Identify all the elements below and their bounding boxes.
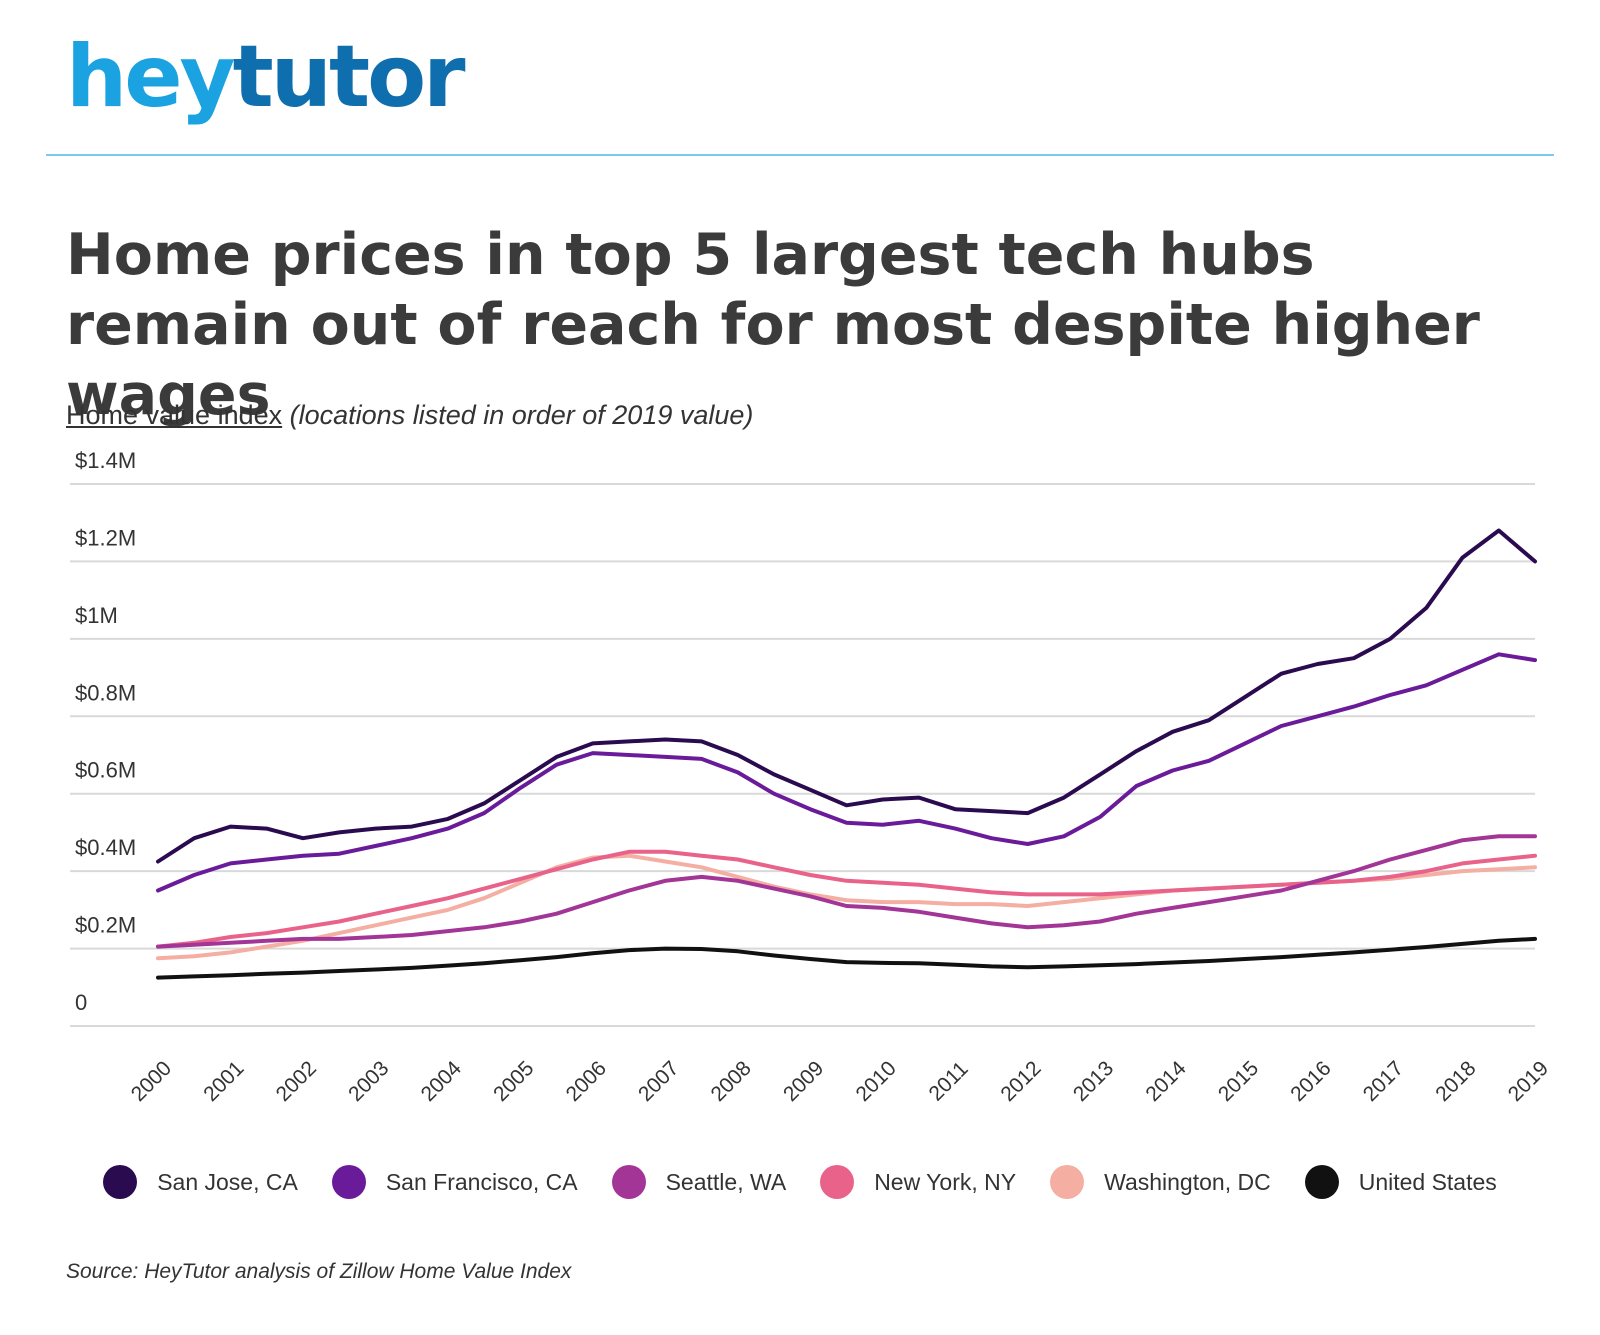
x-tick-label: 2018 — [1431, 1057, 1480, 1106]
legend-item: New York, NY — [820, 1165, 1016, 1199]
chart-subtitle: Home value index (locations listed in or… — [66, 400, 753, 431]
series-line — [156, 528, 1537, 864]
x-tick-label: 2012 — [996, 1057, 1045, 1106]
legend-label: New York, NY — [874, 1168, 1017, 1195]
series-line — [156, 652, 1537, 893]
y-tick-label: $0.4M — [75, 835, 136, 860]
x-tick-label: 2017 — [1359, 1057, 1408, 1106]
legend-label: Seattle, WA — [665, 1168, 787, 1195]
x-tick-label: 2000 — [127, 1057, 176, 1106]
y-tick-label: $0.6M — [75, 758, 136, 783]
legend-item: San Jose, CA — [103, 1165, 298, 1199]
legend-item: Seattle, WA — [611, 1165, 787, 1199]
subtitle-main: Home value index — [66, 400, 283, 430]
series-line — [156, 834, 1537, 949]
x-tick-label: 2008 — [707, 1057, 756, 1106]
x-axis-labels: 2000 2001 2002 2003 2004 2005 2006 2007 2008 2009… — [127, 1057, 1553, 1107]
subtitle-note: (locations listed in order of 2019 value… — [289, 400, 754, 430]
header-divider — [46, 154, 1554, 156]
legend-swatch — [103, 1165, 138, 1199]
gridlines — [70, 483, 1535, 1027]
legend-label: San Jose, CA — [157, 1168, 298, 1195]
legend-swatch — [1304, 1165, 1339, 1199]
y-tick-label: 0 — [75, 990, 87, 1015]
legend-item: United States — [1304, 1165, 1497, 1199]
y-tick-label: $1.4M — [75, 448, 136, 473]
logo-tutor: tutor — [232, 27, 466, 127]
x-tick-label: 2011 — [925, 1057, 973, 1105]
x-tick-label: 2005 — [489, 1057, 538, 1106]
legend-label: Washington, DC — [1104, 1168, 1271, 1195]
legend-swatch — [1050, 1165, 1085, 1199]
x-tick-label: 2013 — [1069, 1057, 1118, 1106]
x-tick-label: 2006 — [562, 1057, 611, 1106]
logo-hey: hey — [66, 27, 236, 127]
heytutor-logo: heytutor — [66, 34, 466, 120]
x-tick-label: 2010 — [851, 1057, 900, 1106]
legend-label: San Francisco, CA — [385, 1168, 578, 1195]
y-tick-label: $1M — [75, 603, 118, 628]
x-tick-label: 2009 — [779, 1057, 828, 1106]
y-tick-label: $0.2M — [75, 913, 136, 938]
series-line — [156, 936, 1537, 980]
chart-legend: San Jose, CA San Francisco, CA Seattle, WA… — [0, 1160, 1600, 1204]
chart-title: Home prices in top 5 largest tech hubs r… — [66, 222, 1480, 428]
x-tick-label: 2015 — [1214, 1057, 1263, 1106]
x-tick-label: 2002 — [272, 1057, 321, 1106]
legend-item: Washington, DC — [1050, 1165, 1271, 1199]
x-tick-label: 2004 — [417, 1057, 467, 1107]
x-tick-label: 2007 — [634, 1057, 683, 1106]
legend-item: San Francisco, CA — [331, 1165, 578, 1199]
x-tick-label: 2016 — [1286, 1057, 1335, 1106]
x-tick-label: 2014 — [1141, 1057, 1191, 1107]
series-lines — [156, 528, 1537, 980]
y-tick-label: $1.2M — [75, 525, 136, 550]
legend-swatch — [331, 1165, 366, 1199]
x-tick-label: 2019 — [1504, 1057, 1553, 1106]
y-tick-label: $0.8M — [75, 680, 136, 705]
x-tick-label: 2003 — [344, 1057, 393, 1106]
source-note: Source: HeyTutor analysis of Zillow Home… — [66, 1260, 572, 1283]
legend-swatch — [820, 1165, 855, 1199]
legend-label: United States — [1358, 1168, 1497, 1195]
line-chart: 0$0.2M$0.4M$0.6M$0.8M$1M$1.2M$1.4M 2000 2… — [70, 448, 1553, 1107]
legend-swatch — [611, 1165, 646, 1199]
x-tick-label: 2001 — [199, 1057, 248, 1106]
y-axis-labels: 0 $0.2M $0.4M $0.6M $0.8M $1M $1.2M $1.4M — [75, 448, 136, 1015]
